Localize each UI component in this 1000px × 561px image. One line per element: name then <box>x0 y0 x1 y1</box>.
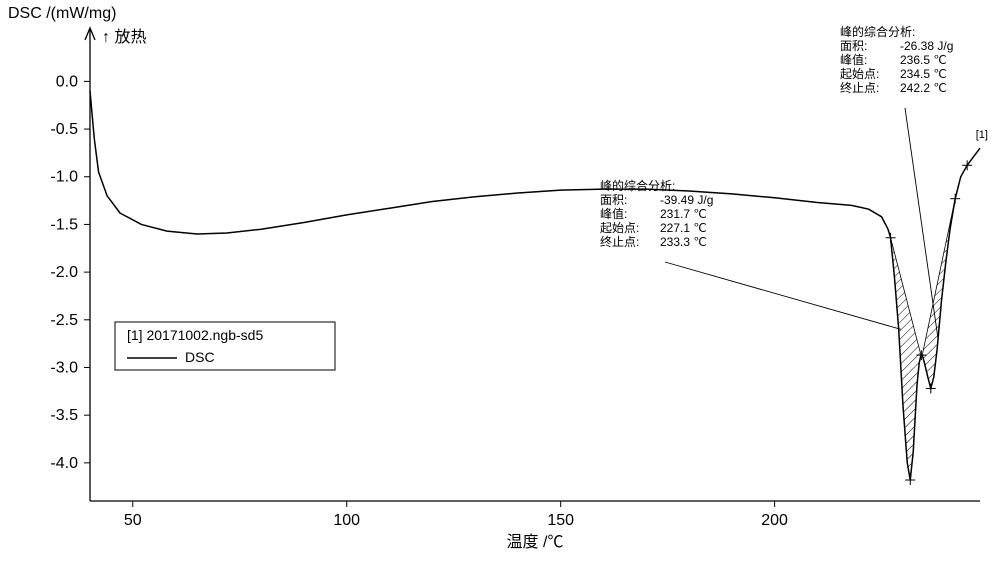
y-tick-label: -4.0 <box>50 455 78 472</box>
annotation-peak1-row-value: 231.7 ℃ <box>660 207 707 221</box>
y-axis-label: DSC /(mW/mg) <box>8 5 116 22</box>
x-tick-label: 50 <box>124 512 142 529</box>
legend-line1: [1] 20171002.ngb-sd5 <box>127 327 263 343</box>
y-tick-label: -3.0 <box>50 359 78 376</box>
annotation-peak2-row-label: 终止点: <box>840 80 879 95</box>
annotation-peak1-row-value: 233.3 ℃ <box>660 235 707 249</box>
annotation-peak1-row-label: 起始点: <box>600 221 639 235</box>
legend-line2: DSC <box>185 349 215 365</box>
x-tick-label: 150 <box>547 512 574 529</box>
y-tick-label: -2.5 <box>50 312 78 329</box>
y-tick-label: -3.5 <box>50 407 78 424</box>
annotation-peak2-row-value: -26.38 J/g <box>900 39 953 53</box>
dsc-chart: DSC /(mW/mg) ↑ 放热 0.0 -0.5 -1.0 -1.5 -2.0 -2.5 -… <box>0 0 1000 561</box>
annotation-peak1-row-label: 终止点: <box>600 234 639 249</box>
peak-marker <box>926 383 936 393</box>
dsc-curve <box>90 91 980 480</box>
annotation-peak2-row-value: 236.5 ℃ <box>900 53 947 67</box>
annotation-peak1-row-label: 峰值: <box>600 206 627 221</box>
x-axis-label: 温度 /℃ <box>507 533 564 551</box>
annotation-peak2-row-label: 峰值: <box>840 52 867 67</box>
peak-marker <box>950 194 960 204</box>
y-tick-label: -2.0 <box>50 264 78 281</box>
chart-svg: DSC /(mW/mg) ↑ 放热 0.0 -0.5 -1.0 -1.5 -2.0 -2.5 -… <box>0 0 1000 561</box>
peak-marker <box>886 233 896 243</box>
annotation-peak2-row-label: 面积: <box>840 39 867 53</box>
y-tick-label: -1.5 <box>50 216 78 233</box>
y-tick-label: -0.5 <box>50 121 78 138</box>
y-tick-label: -1.0 <box>50 169 78 186</box>
annotation-peak2-leader <box>905 108 938 339</box>
annotation-peak1-row-value: 227.1 ℃ <box>660 221 707 235</box>
annotation-peak1-row-value: -39.49 J/g <box>660 193 713 207</box>
annotation-peak2-row-value: 234.5 ℃ <box>900 67 947 81</box>
annotation-peak2-title: 峰的综合分析: <box>840 24 915 39</box>
annotation-peak1-leader <box>665 262 901 329</box>
peak-marker <box>905 475 915 485</box>
annotation-peak1-title: 峰的综合分析: <box>600 178 675 193</box>
annotation-peak2-row-value: 242.2 ℃ <box>900 81 947 95</box>
x-tick-label: 200 <box>761 512 788 529</box>
x-tick-label: 100 <box>333 512 360 529</box>
y-tick-label: 0.0 <box>56 73 78 90</box>
series-end-label: [1] <box>976 129 988 141</box>
exo-label: ↑ 放热 <box>102 28 146 46</box>
annotation-peak1-row-label: 面积: <box>600 193 627 207</box>
annotation-peak2-row-label: 起始点: <box>840 67 879 81</box>
